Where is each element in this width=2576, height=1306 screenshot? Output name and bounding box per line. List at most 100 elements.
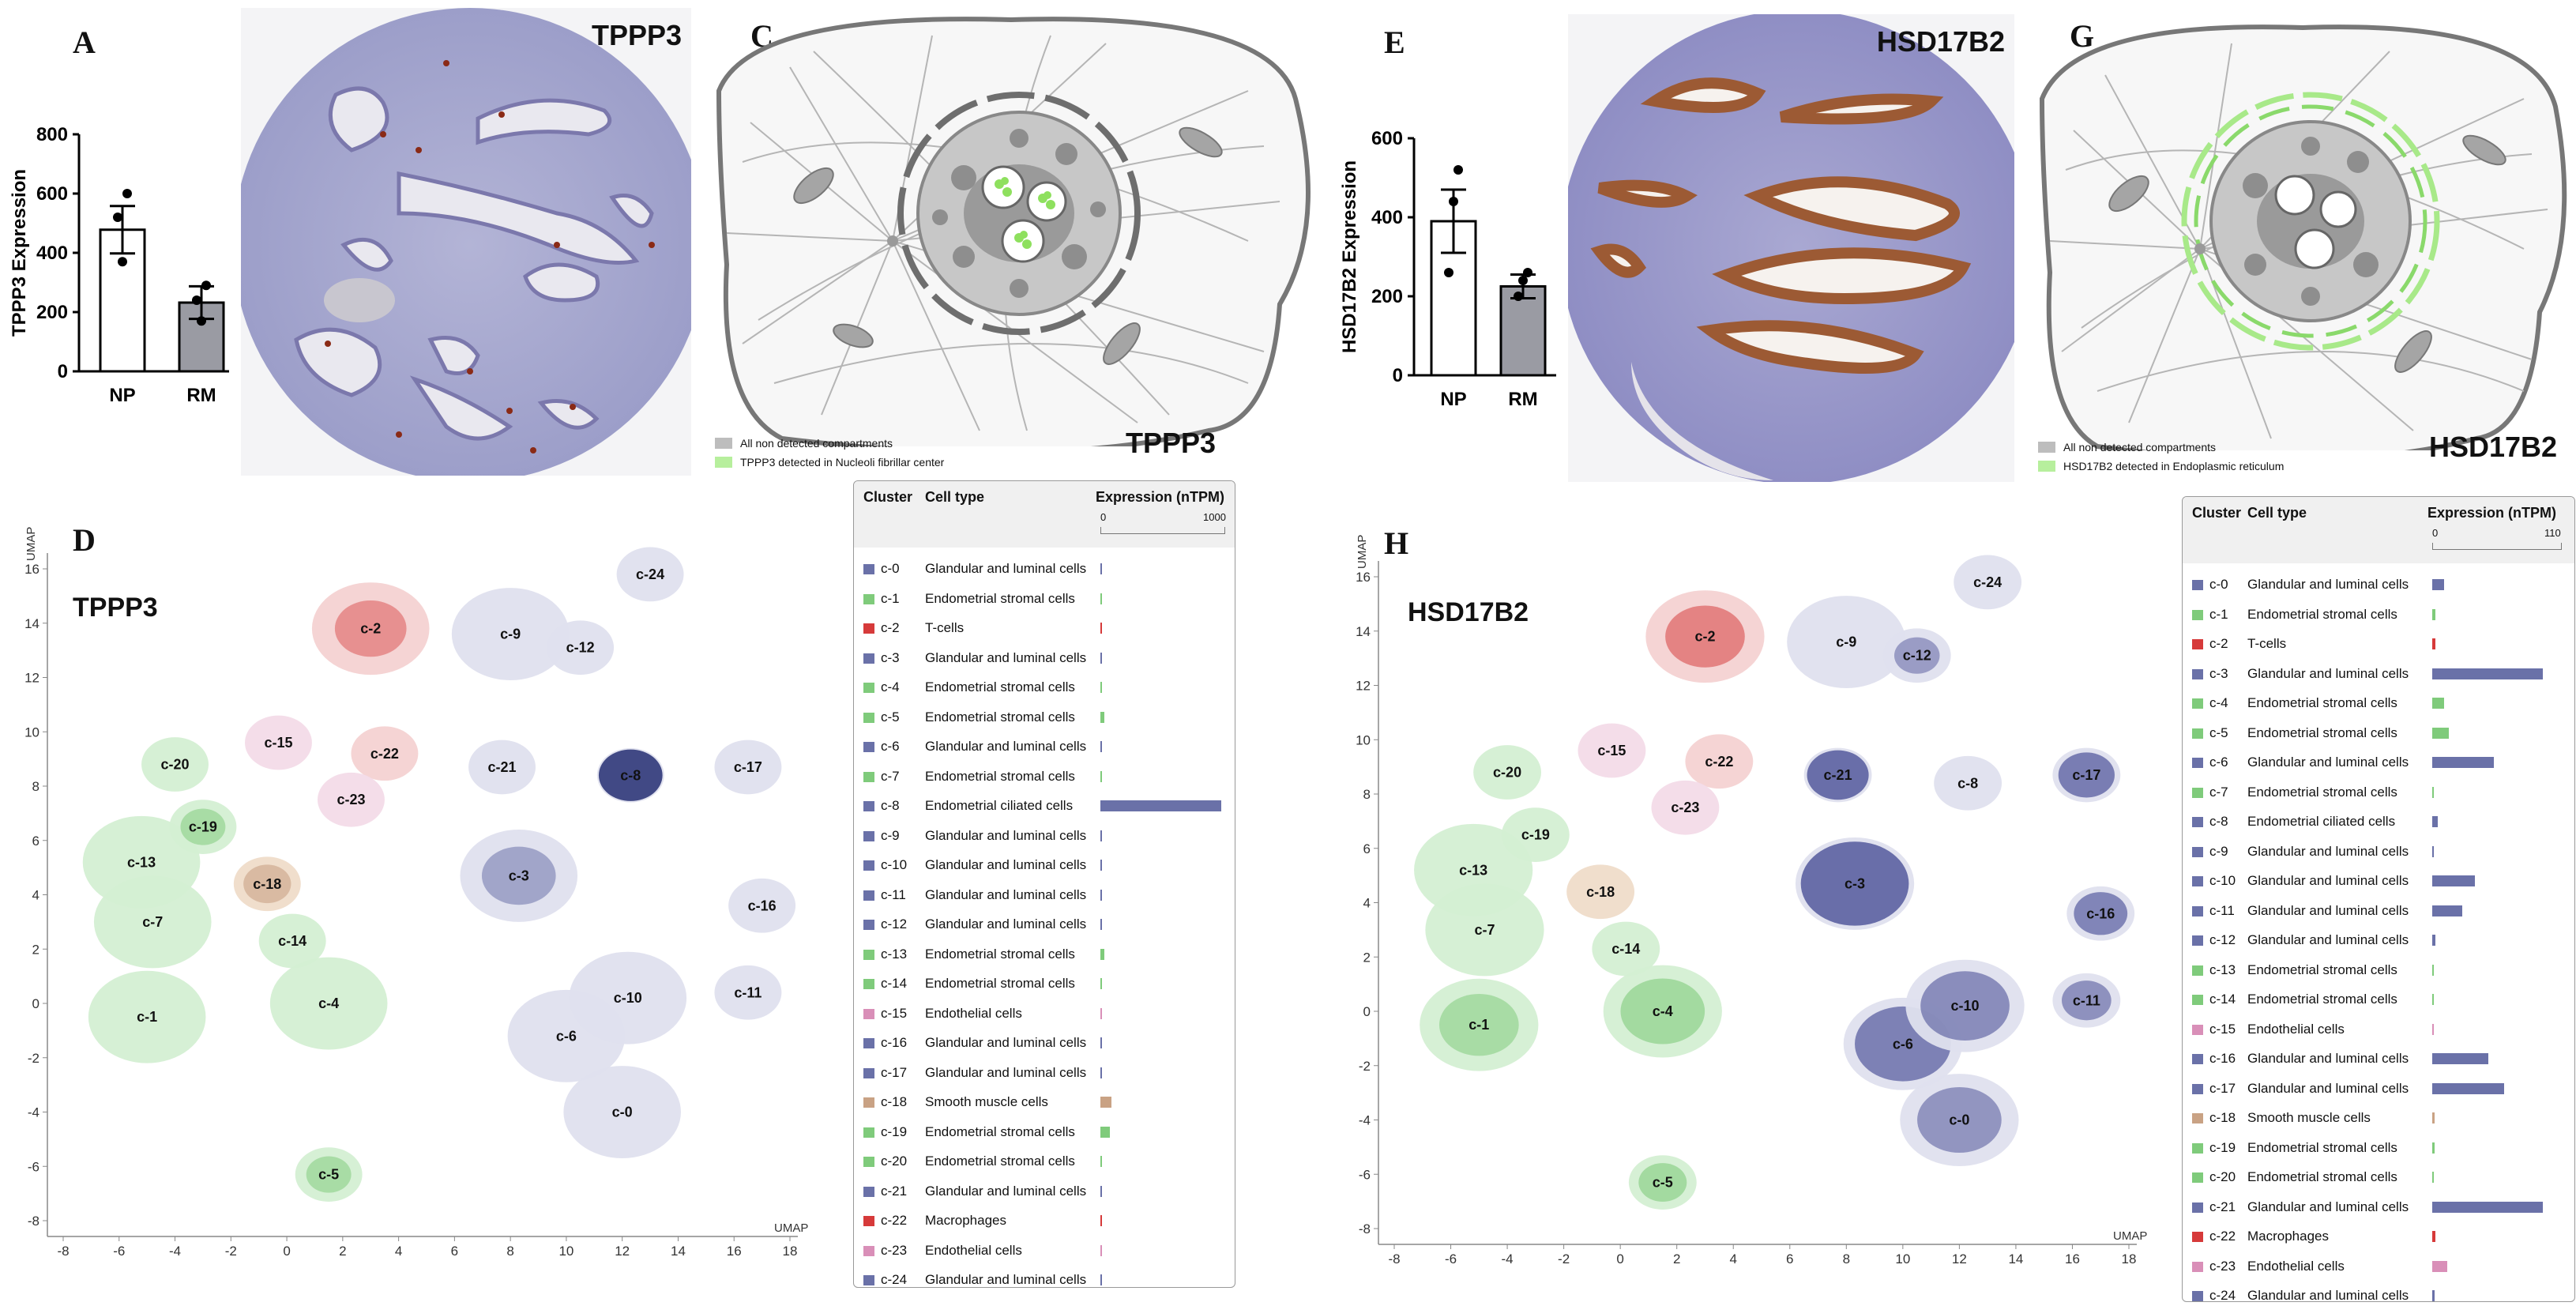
cluster-label: c-24	[636, 566, 664, 582]
cluster-label: c-11	[734, 984, 762, 1000]
cluster-label: c-1	[1469, 1017, 1489, 1033]
cell-type-label: Glandular and luminal cells	[925, 1272, 1087, 1287]
cell-type-label: Endometrial stromal cells	[2247, 606, 2397, 622]
legend-detected: TPPP3 detected in Nucleoli fibrillar cen…	[715, 456, 944, 469]
cluster-id: c-9	[2209, 843, 2228, 859]
cluster-label: c-14	[278, 933, 306, 949]
expression-bar	[1100, 1097, 1112, 1108]
legend-label: All non detected compartments	[740, 437, 893, 450]
cell-type-label: Glandular and luminal cells	[925, 827, 1087, 843]
cell-type-label: Glandular and luminal cells	[2247, 902, 2409, 918]
cluster-label: c-18	[253, 876, 281, 892]
cluster-expression-c-3	[481, 846, 556, 905]
cluster-expression-c-5	[1638, 1163, 1687, 1202]
cell-type-label: Endometrial stromal cells	[2247, 1169, 2397, 1184]
expression-bar	[2432, 845, 2434, 857]
scale-bar	[2432, 543, 2562, 550]
panel-letter-h: H	[1384, 525, 1409, 561]
cluster-id: c-23	[2209, 1258, 2236, 1274]
y-tick-label: 4	[1363, 896, 1371, 911]
y-tick-label: 4	[32, 888, 39, 903]
cluster-swatch	[863, 653, 874, 664]
cell-type-label: Endometrial stromal cells	[2247, 962, 2397, 977]
y-tick-label: 10	[1356, 732, 1371, 747]
table-row: c-7 Endometrial stromal cells	[2183, 777, 2574, 807]
table-row: c-0 Glandular and luminal cells	[2183, 570, 2574, 600]
cluster-label: c-13	[1459, 862, 1487, 878]
data-point	[118, 257, 127, 267]
table-row: c-22 Macrophages	[854, 1206, 1235, 1236]
cluster-id: c-13	[881, 946, 908, 962]
cluster-c-23	[318, 772, 385, 827]
x-tick-label: 4	[395, 1244, 402, 1259]
x-tick-label: 18	[2122, 1251, 2137, 1266]
swatch-green	[2038, 461, 2055, 472]
expression-bar	[1100, 741, 1103, 752]
y-tick-label: -4	[1359, 1113, 1371, 1128]
cluster-id: c-12	[2209, 932, 2236, 947]
cluster-swatch	[2192, 1083, 2203, 1094]
cluster-swatch	[863, 1097, 874, 1108]
cluster-swatch	[2192, 668, 2203, 679]
table-row: c-24 Glandular and luminal cells	[854, 1265, 1235, 1287]
table-row: c-22 Macrophages	[2183, 1221, 2574, 1251]
cluster-label: c-9	[1836, 634, 1856, 650]
legend-non-detected: All non detected compartments	[2038, 441, 2216, 454]
cluster-id: c-21	[2209, 1199, 2236, 1214]
expression-bar	[2432, 994, 2434, 1005]
table-row: c-1 Endometrial stromal cells	[854, 584, 1235, 614]
table-row: c-3 Glandular and luminal cells	[854, 643, 1235, 673]
cluster-label: c-13	[127, 854, 156, 870]
cell-type-label: Glandular and luminal cells	[925, 1035, 1087, 1050]
cluster-label: c-7	[1474, 922, 1495, 938]
cell-type-label: Endometrial stromal cells	[925, 1154, 1075, 1169]
expression-bar	[1100, 1067, 1102, 1078]
cluster-id: c-20	[2209, 1169, 2236, 1184]
cluster-id: c-7	[881, 768, 900, 784]
cell-type-label: Glandular and luminal cells	[925, 739, 1087, 754]
ihc-tissue-image-tppp3: TPPP3	[233, 8, 707, 482]
expression-bar	[2432, 1231, 2436, 1242]
y-tick-label: -8	[28, 1214, 39, 1229]
cluster-id: c-5	[881, 709, 900, 725]
cell-type-label: Glandular and luminal cells	[2247, 843, 2409, 859]
table-row: c-13 Endometrial stromal cells	[2183, 955, 2574, 985]
legend-non-detected: All non detected compartments	[715, 437, 893, 450]
table-row: c-24 Glandular and luminal cells	[2183, 1281, 2574, 1301]
cell-type-label: Endometrial stromal cells	[925, 768, 1075, 784]
cell-type-label: Glandular and luminal cells	[2247, 577, 2409, 592]
cluster-c-24	[616, 547, 684, 602]
expression-bar	[2432, 1082, 2505, 1094]
cluster-swatch	[863, 1186, 874, 1197]
cluster-label: c-19	[189, 819, 217, 835]
cluster-c-3	[460, 830, 578, 922]
cluster-swatch	[2192, 1054, 2203, 1064]
cluster-expression-c-1	[1438, 994, 1519, 1056]
x-tick-label: 0	[1616, 1251, 1623, 1266]
cluster-id: c-4	[881, 679, 900, 694]
table-row: c-21 Glandular and luminal cells	[854, 1176, 1235, 1206]
table-row: c-1 Endometrial stromal cells	[2183, 600, 2574, 630]
cluster-label: c-9	[500, 627, 521, 642]
cell-type-label: Endothelial cells	[925, 1005, 1022, 1021]
cluster-swatch	[863, 683, 874, 693]
x-tick-label: -8	[57, 1244, 69, 1259]
cell-gene-label: TPPP3	[1126, 427, 1217, 459]
cluster-c-13	[1414, 823, 1533, 916]
y-tick-label: 2	[1363, 950, 1371, 965]
table-row: c-23 Endothelial cells	[854, 1236, 1235, 1266]
cluster-id: c-2	[881, 620, 900, 635]
y-axis-label: HSD17B2 Expression	[1339, 160, 1360, 353]
cell-type-label: Endometrial stromal cells	[925, 1123, 1075, 1139]
table-header	[2183, 497, 2574, 563]
expression-bar	[2432, 935, 2436, 946]
expression-bar	[2432, 668, 2543, 679]
cell-type-label: Smooth muscle cells	[925, 1094, 1048, 1109]
cluster-swatch	[2192, 758, 2203, 768]
cell-type-label: Endometrial ciliated cells	[925, 798, 1074, 813]
expression-bar	[1100, 593, 1102, 604]
table-row: c-9 Glandular and luminal cells	[2183, 837, 2574, 867]
cluster-expression-c-3	[1800, 841, 1909, 926]
table-row: c-12 Glandular and luminal cells	[2183, 925, 2574, 955]
expression-bar	[1100, 1007, 1102, 1019]
